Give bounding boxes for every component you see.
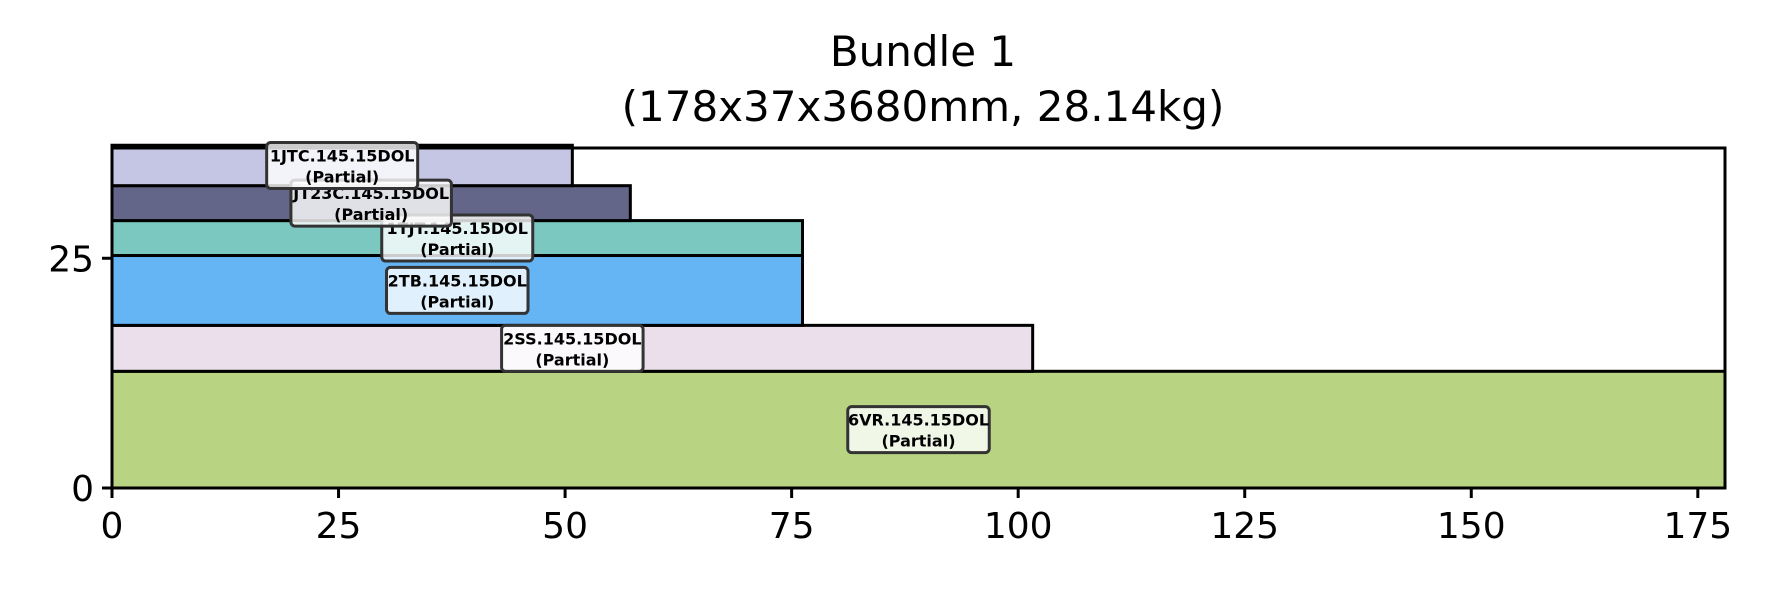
item-label-note: (Partial) [334,205,408,224]
item-label-box: 2SS.145.15DOL (Partial) [500,323,645,373]
chart-subtitle: (178x37x3680mm, 28.14kg) [622,82,1225,131]
chart-title: Bundle 1 [830,27,1016,76]
y-tick-label: 0 [71,469,94,510]
label-box-background [500,323,645,373]
item-label: 1JTC.145.15DOL [270,146,415,165]
x-tick-label: 175 [1663,506,1732,547]
x-tick-label: 75 [769,506,815,547]
label-box-background [385,265,530,315]
x-tick-label: 50 [542,506,588,547]
x-tick-label: 125 [1210,506,1279,547]
x-tick-label: 25 [316,506,362,547]
axis-ticks: 0 25 50 75 100 125 150 175 0 25 [48,239,1732,547]
label-box-background [265,140,420,190]
item-label-note: (Partial) [420,292,494,311]
item-label-box: 2TB.145.15DOL (Partial) [385,265,530,315]
item-label-note: (Partial) [881,432,955,451]
x-tick-label: 0 [101,506,124,547]
item-label-note: (Partial) [420,240,494,259]
item-labels: 6VR.145.15DOL (Partial) 2SS.145.15DOL (Part… [265,140,991,455]
x-tick-label: 150 [1437,506,1506,547]
item-label: 2SS.145.15DOL [503,329,641,348]
item-label-note: (Partial) [535,350,609,369]
label-box-background [846,405,991,455]
item-label-box: 6VR.145.15DOL (Partial) [846,405,991,455]
plot-frame [110,146,1727,490]
item-label: 6VR.145.15DOL [848,411,989,430]
x-tick-label: 100 [984,506,1053,547]
item-label: 2TB.145.15DOL [388,271,527,290]
y-tick-label: 25 [48,239,94,280]
item-label-box: 1JTC.145.15DOL (Partial) [265,140,420,190]
item-label-note: (Partial) [305,167,379,186]
